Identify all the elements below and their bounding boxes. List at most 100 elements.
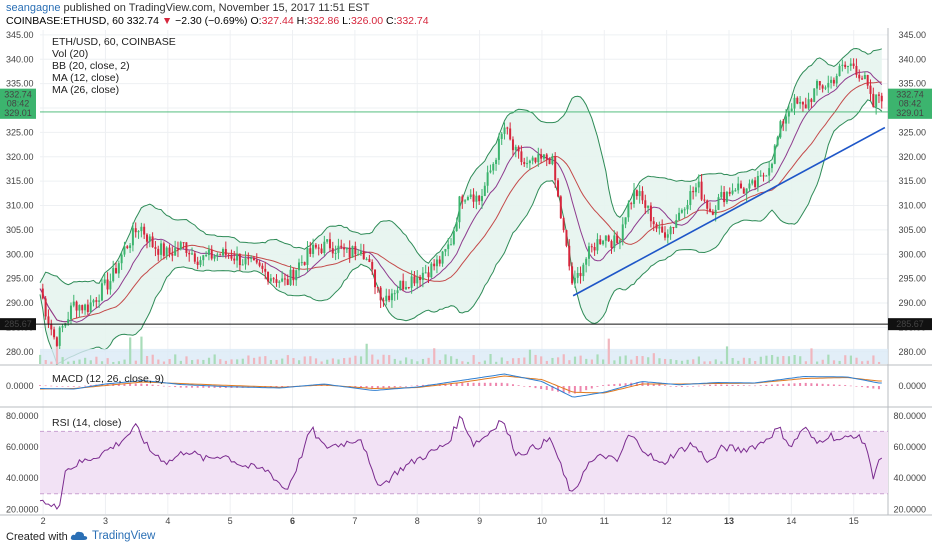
candle-body <box>193 253 196 262</box>
macd-histogram-bar <box>404 386 407 387</box>
candle-body <box>599 239 602 245</box>
volume-bar <box>393 358 396 364</box>
macd-histogram-bar <box>602 385 605 386</box>
y-tick-left: 310.00 <box>6 201 34 211</box>
volume-bar <box>573 356 577 364</box>
candle-body <box>844 64 847 68</box>
main-legend-item: Vol (20) <box>52 48 88 60</box>
macd-histogram-bar <box>545 386 548 390</box>
candle-body <box>151 236 154 248</box>
candle-body <box>517 146 520 152</box>
candle-body <box>188 253 191 255</box>
candle-body <box>174 248 177 256</box>
volume-bar <box>247 355 250 364</box>
volume-bar <box>602 359 605 364</box>
price-label-text-right: 08:42 <box>899 99 922 109</box>
volume-bar <box>416 361 419 364</box>
candle-body <box>281 278 284 282</box>
candle-body <box>663 232 666 238</box>
macd-histogram-bar <box>506 383 509 386</box>
candle-body <box>641 191 644 201</box>
candle-body <box>452 230 455 245</box>
volume-bar <box>145 355 149 364</box>
candle-body <box>374 269 377 288</box>
volume-bar <box>748 358 751 364</box>
price-label-box-left <box>0 106 36 119</box>
volume-bars <box>39 336 888 364</box>
candle-body <box>145 234 148 242</box>
macd-histogram-bar <box>84 385 87 387</box>
candle-body <box>343 247 346 250</box>
candle-body <box>880 95 883 102</box>
volume-bar <box>461 361 464 364</box>
candle-body <box>81 305 84 311</box>
macd-histogram-bar <box>511 384 514 386</box>
candle-body <box>877 94 880 96</box>
volume-bar <box>252 357 256 364</box>
candle-body <box>576 272 579 278</box>
volume-bar <box>562 354 565 364</box>
x-tick: 14 <box>786 516 796 526</box>
candle-body <box>624 217 627 225</box>
candle-body <box>86 304 89 312</box>
candle-body <box>455 222 458 231</box>
publish-line: seangagne published on TradingView.com, … <box>6 2 369 14</box>
volume-bar <box>224 360 228 364</box>
macd-histogram-bar <box>613 384 616 386</box>
macd-signal-line <box>40 375 882 394</box>
tradingview-brand[interactable]: TradingView <box>70 530 155 542</box>
volume-bar <box>309 356 312 364</box>
candle-body <box>461 196 464 202</box>
macd-histogram-bar <box>658 384 661 386</box>
candle-body <box>298 262 301 271</box>
macd-tick-left: 0.0000 <box>6 381 34 391</box>
candle-body <box>185 242 188 254</box>
macd-histogram-bar <box>450 383 453 386</box>
candle-body <box>252 257 255 261</box>
price-label-text-left: 285.67 <box>4 319 32 329</box>
candle-body <box>649 205 652 222</box>
candle-body <box>593 246 596 251</box>
macd-histogram-bar <box>145 384 148 386</box>
volume-bar <box>219 359 222 364</box>
volume-bar <box>331 358 334 364</box>
candle-body <box>207 249 210 256</box>
candle-body <box>714 209 717 215</box>
candle-body <box>579 272 582 277</box>
macd-histogram-bar <box>754 385 757 387</box>
candle-body <box>633 190 636 204</box>
candle-body <box>314 244 317 248</box>
candle-body <box>362 251 365 260</box>
macd-histogram-bar <box>770 384 773 386</box>
macd-histogram-bar <box>185 386 188 388</box>
candle-body <box>782 121 785 124</box>
volume-bar <box>410 359 413 364</box>
candle-body <box>47 316 50 324</box>
macd-histogram-bar <box>286 386 289 387</box>
candle-body <box>272 278 275 280</box>
volume-bar <box>866 360 869 364</box>
candle-body <box>309 248 312 254</box>
volume-bar <box>303 356 306 364</box>
macd-histogram-bar <box>89 385 92 386</box>
candle-body <box>247 258 250 260</box>
chart-canvas[interactable]: 345.00345.00340.00340.00335.00335.00330.… <box>0 28 932 528</box>
volume-bar <box>810 348 813 364</box>
macd-histogram-bar <box>44 385 47 387</box>
candle-body <box>216 254 219 257</box>
candle-body <box>89 302 92 312</box>
candle-body <box>697 181 700 188</box>
macd-histogram-bar <box>517 385 520 386</box>
author-link[interactable]: seangagne <box>6 2 61 14</box>
candle-body <box>323 241 326 254</box>
macd-histogram-bar <box>759 385 762 386</box>
x-tick: 4 <box>165 516 170 526</box>
candle-body <box>861 78 864 80</box>
macd-histogram-bar <box>585 386 588 391</box>
volume-bar <box>568 360 571 364</box>
candle-body <box>331 248 334 254</box>
rsi-line <box>39 415 883 510</box>
volume-bar <box>641 356 644 364</box>
candle-body <box>393 293 396 295</box>
volume-bar <box>709 361 712 364</box>
